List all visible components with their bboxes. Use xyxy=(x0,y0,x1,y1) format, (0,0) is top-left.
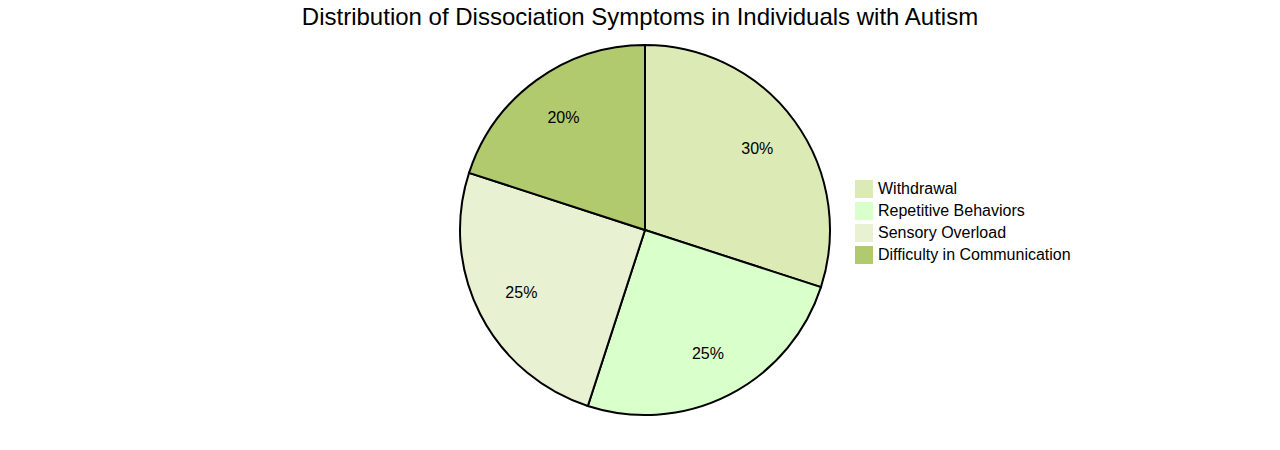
html-text:Distribution of Dissociation S: Distribution of Dissociation Symptoms in… xyxy=(301,3,979,30)
svg-text:30%: 30% xyxy=(741,140,773,157)
svg-text:25%: 25% xyxy=(692,345,724,362)
svg-text:25%: 25% xyxy=(505,284,537,301)
html-text:Sensory Overload: Sensory Overload xyxy=(878,224,1007,241)
html-text:Repetitive Behaviors: Repetitive Behaviors xyxy=(878,202,1025,219)
html-text:Difficulty in Communication: Difficulty in Communication xyxy=(878,246,1071,263)
html-text:Withdrawal: Withdrawal xyxy=(878,180,958,197)
svg-text:20%: 20% xyxy=(547,109,579,126)
